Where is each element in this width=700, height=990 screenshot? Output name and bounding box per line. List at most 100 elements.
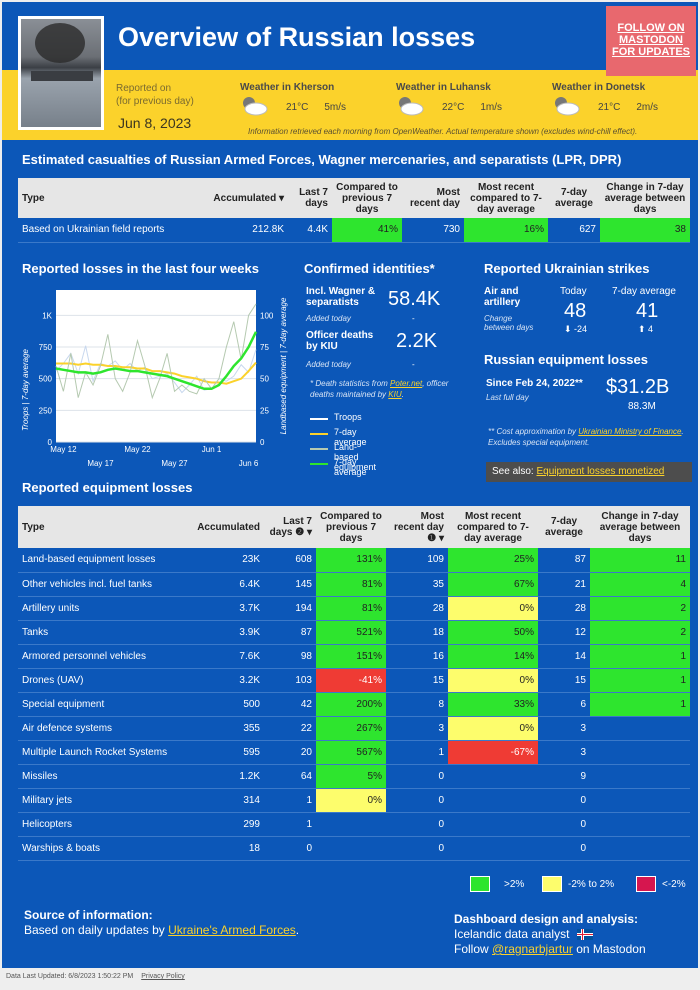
table-row[interactable]: Drones (UAV) 3.2K 103 -41% 15 0% 15 1	[18, 668, 690, 693]
table-row[interactable]: Artillery units 3.7K 194 81% 28 0% 28 2	[18, 596, 690, 621]
footer: Data Last Updated: 6/8/2023 1:50:22 PM P…	[0, 970, 700, 990]
col-compared[interactable]: Compared to previous 7 days	[332, 178, 402, 218]
wagner-sub: Added today	[306, 314, 351, 323]
page-title: Overview of Russian losses	[118, 22, 476, 52]
col-recent[interactable]: Most recent day ❶ ▾	[386, 506, 448, 548]
privacy-policy-link[interactable]: Privacy Policy	[141, 973, 185, 980]
left-tick-label: 500	[39, 375, 53, 384]
col-last7[interactable]: Last 7 days ❷ ▾	[264, 506, 316, 548]
partly-cloudy-icon	[555, 97, 580, 116]
losses-chart[interactable]: 0 250 500 750 1K 0 25 50 75 100 May 12 May 22 Jun 1 M…	[2, 280, 302, 475]
x-tick-label: May 27	[161, 459, 188, 468]
col-last7[interactable]: Last 7 days	[288, 178, 332, 218]
equip-total-value: $31.2B	[606, 376, 670, 398]
right-tick-label: 0	[260, 438, 265, 447]
x-tick-label: Jun 1	[202, 445, 222, 454]
table-row[interactable]: Based on Ukrainian field reports 212.8K …	[18, 218, 690, 243]
follow-mastodon-link[interactable]: FOLLOW ON MASTODON FOR UPDATES	[606, 6, 696, 76]
table-row[interactable]: Helicopters 299 1 0 0	[18, 812, 690, 837]
mastodon-handle-link[interactable]: @ragnarbjartur	[492, 942, 573, 956]
left-tick-label: 1K	[42, 311, 52, 320]
strikes-today-value: 48	[564, 300, 587, 322]
equipment-table: Type Accumulated Last 7 days ❷ ▾ Compare…	[18, 506, 690, 861]
right-tick-label: 25	[260, 406, 269, 415]
design-follow: Follow @ragnarbjartur on Mastodon	[454, 942, 646, 956]
col-type[interactable]: Type	[18, 506, 178, 548]
casualties-table: Type Accumulated ▾ Last 7 days Compared …	[18, 178, 690, 243]
table-row[interactable]: Land-based equipment losses 23K 608 131% 109…	[18, 548, 690, 573]
equip-sub-value: 88.3M	[628, 401, 656, 412]
table-row[interactable]: Multiple Launch Rocket Systems 595 20 567% 1…	[18, 740, 690, 765]
col-7day-avg[interactable]: 7-day average	[548, 178, 600, 218]
key-green-label: >2%	[504, 879, 525, 890]
right-tick-label: 50	[260, 375, 269, 384]
partly-cloudy-icon	[243, 97, 268, 116]
wagner-label: Incl. Wagner & separatists	[306, 286, 376, 308]
right-tick-label: 100	[260, 311, 274, 320]
equipment-line[interactable]	[55, 303, 257, 400]
equip-value-title: Russian equipment losses	[484, 352, 648, 367]
design-line: Icelandic data analyst	[454, 927, 593, 941]
table-row[interactable]: Air defence systems 355 22 267% 3 0% 3	[18, 716, 690, 741]
header-bar	[2, 2, 698, 70]
strikes-title: Reported Ukrainian strikes	[484, 261, 650, 276]
left-tick-label: 750	[39, 343, 53, 352]
kiu-link[interactable]: KIU	[388, 390, 402, 399]
poter-link[interactable]: Poter.net	[390, 379, 423, 388]
col-accumulated[interactable]: Accumulated	[178, 506, 264, 548]
partly-cloudy-icon	[399, 97, 424, 116]
reported-label: Reported on (for previous day)	[116, 83, 194, 107]
equipment-title: Reported equipment losses	[22, 480, 193, 495]
armed-forces-link[interactable]: Ukraine's Armed Forces	[168, 923, 296, 937]
x-tick-label: May 17	[87, 459, 114, 468]
weather-note: Information retrieved each morning from …	[248, 127, 638, 136]
table-row[interactable]: Warships & boats 18 0 0 0	[18, 836, 690, 861]
wagner-value: 58.4K	[388, 288, 441, 310]
dashboard: Overview of Russian losses FOLLOW ON MAS…	[2, 2, 698, 968]
left-tick-label: 0	[48, 438, 53, 447]
col-recent-vs-avg[interactable]: Most recent compared to 7-day average	[448, 506, 538, 548]
table-row[interactable]: Other vehicles incl. fuel tanks 6.4K 145 81…	[18, 572, 690, 597]
weather-kherson: Weather in Kherson 21°C 5m/s	[240, 82, 346, 116]
officer-value: 2.2K	[396, 330, 438, 352]
table-row[interactable]: Armored personnel vehicles 7.6K 98 151% 16 14…	[18, 644, 690, 669]
table-row[interactable]: Military jets 314 1 0% 0 0	[18, 788, 690, 813]
weather-luhansk: Weather in Luhansk 22°C 1m/s	[396, 82, 502, 116]
key-green-swatch	[470, 876, 490, 892]
warship-photo	[18, 16, 104, 130]
strikes-avg-label: 7-day average	[612, 286, 676, 297]
col-accumulated[interactable]: Accumulated ▾	[208, 178, 288, 218]
col-change[interactable]: Change in 7-day average between days	[600, 178, 690, 218]
strikes-label: Air and artillery	[484, 286, 521, 308]
key-yellow-label: -2% to 2%	[568, 879, 615, 890]
weather-donetsk: Weather in Donetsk 21°C 2m/s	[552, 82, 658, 116]
col-type[interactable]: Type	[18, 178, 208, 218]
info-strip	[2, 70, 698, 140]
left-tick-label: 250	[39, 406, 53, 415]
officer-label: Officer deaths by KIU	[306, 330, 374, 352]
col-change[interactable]: Change in 7-day average between days	[590, 506, 690, 548]
strikes-today-change: ⬇ -24	[564, 324, 588, 334]
ministry-link[interactable]: Ukrainian Ministry of Finance	[578, 427, 682, 436]
source-title: Source of information:	[24, 908, 153, 922]
monetized-link[interactable]: Equipment losses monetized	[536, 466, 665, 477]
key-yellow-swatch	[542, 876, 562, 892]
table-row[interactable]: Tanks 3.9K 87 521% 18 50% 12 2	[18, 620, 690, 645]
equip-note: ** Cost approximation by Ukrainian Minis…	[488, 427, 684, 447]
wagner-dash: -	[412, 314, 415, 323]
col-7day-avg[interactable]: 7-day average	[538, 506, 590, 548]
troops-avg-line[interactable]	[56, 361, 257, 385]
key-red-swatch	[636, 876, 656, 892]
col-recent[interactable]: Most recent day	[402, 178, 464, 218]
equipment-avg-line[interactable]	[55, 331, 258, 391]
strikes-avg-change: ⬆ 4	[638, 324, 654, 334]
iceland-flag-icon	[576, 929, 593, 941]
left-axis-label: Troops | 7-day average	[21, 348, 30, 431]
table-row[interactable]: Missiles 1.2K 64 5% 0 9	[18, 764, 690, 789]
table-row[interactable]: Special equipment 500 42 200% 8 33% 6 1	[18, 692, 690, 717]
officer-dash: -	[412, 360, 415, 369]
col-compared[interactable]: Compared to previous 7 days	[316, 506, 386, 548]
key-red-label: <-2%	[662, 879, 686, 890]
col-recent-vs-avg[interactable]: Most recent compared to 7-day average	[464, 178, 548, 218]
identities-title: Confirmed identities*	[304, 261, 435, 276]
